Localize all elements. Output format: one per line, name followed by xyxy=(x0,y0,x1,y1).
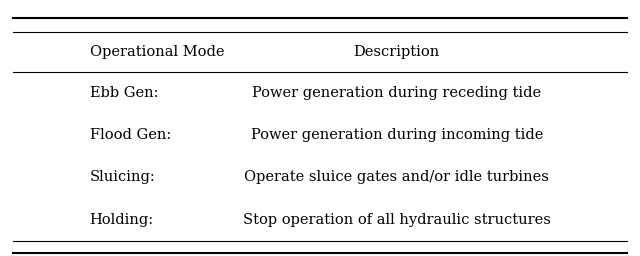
Text: Description: Description xyxy=(354,45,440,59)
Text: Stop operation of all hydraulic structures: Stop operation of all hydraulic structur… xyxy=(243,212,551,227)
Text: Ebb Gen:: Ebb Gen: xyxy=(90,86,158,100)
Text: Holding:: Holding: xyxy=(90,212,154,227)
Text: Operate sluice gates and/or idle turbines: Operate sluice gates and/or idle turbine… xyxy=(244,170,549,184)
Text: Operational Mode: Operational Mode xyxy=(90,45,224,59)
Text: Power generation during incoming tide: Power generation during incoming tide xyxy=(251,128,543,142)
Text: Sluicing:: Sluicing: xyxy=(90,170,156,184)
Text: Flood Gen:: Flood Gen: xyxy=(90,128,171,142)
Text: Power generation during receding tide: Power generation during receding tide xyxy=(252,86,541,100)
